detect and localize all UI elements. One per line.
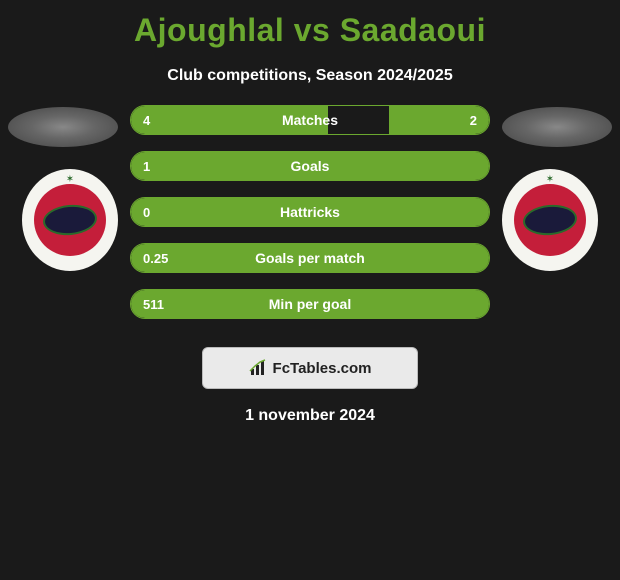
stat-label: Goals (131, 158, 489, 174)
stat-row: 511Min per goal (130, 289, 490, 319)
brand-box[interactable]: FcTables.com (202, 347, 418, 389)
stat-right-value: 2 (470, 113, 477, 128)
player-left-silhouette (8, 107, 118, 147)
comparison-area: ✶ ✶ 4Matches21Goals0Hattricks0.25Goals p… (0, 115, 620, 335)
stat-row: 0.25Goals per match (130, 243, 490, 273)
stat-bars: 4Matches2 1Goals 0Hattricks 0.25Goals per m… (130, 105, 490, 335)
stat-row: 4Matches2 (130, 105, 490, 135)
club-badge-left: ✶ (22, 169, 118, 271)
stat-row: 0Hattricks (130, 197, 490, 227)
stat-label: Goals per match (131, 250, 489, 266)
stat-label: Matches (131, 112, 489, 128)
stat-row: 1Goals (130, 151, 490, 181)
stat-label: Hattricks (131, 204, 489, 220)
club-badge-right: ✶ (502, 169, 598, 271)
date-label: 1 november 2024 (0, 407, 620, 425)
subtitle: Club competitions, Season 2024/2025 (0, 67, 620, 85)
page-title: Ajoughlal vs Saadaoui (0, 0, 620, 49)
stat-label: Min per goal (131, 296, 489, 312)
player-right-silhouette (502, 107, 612, 147)
brand-text: FcTables.com (273, 360, 372, 377)
chart-icon (249, 359, 269, 377)
